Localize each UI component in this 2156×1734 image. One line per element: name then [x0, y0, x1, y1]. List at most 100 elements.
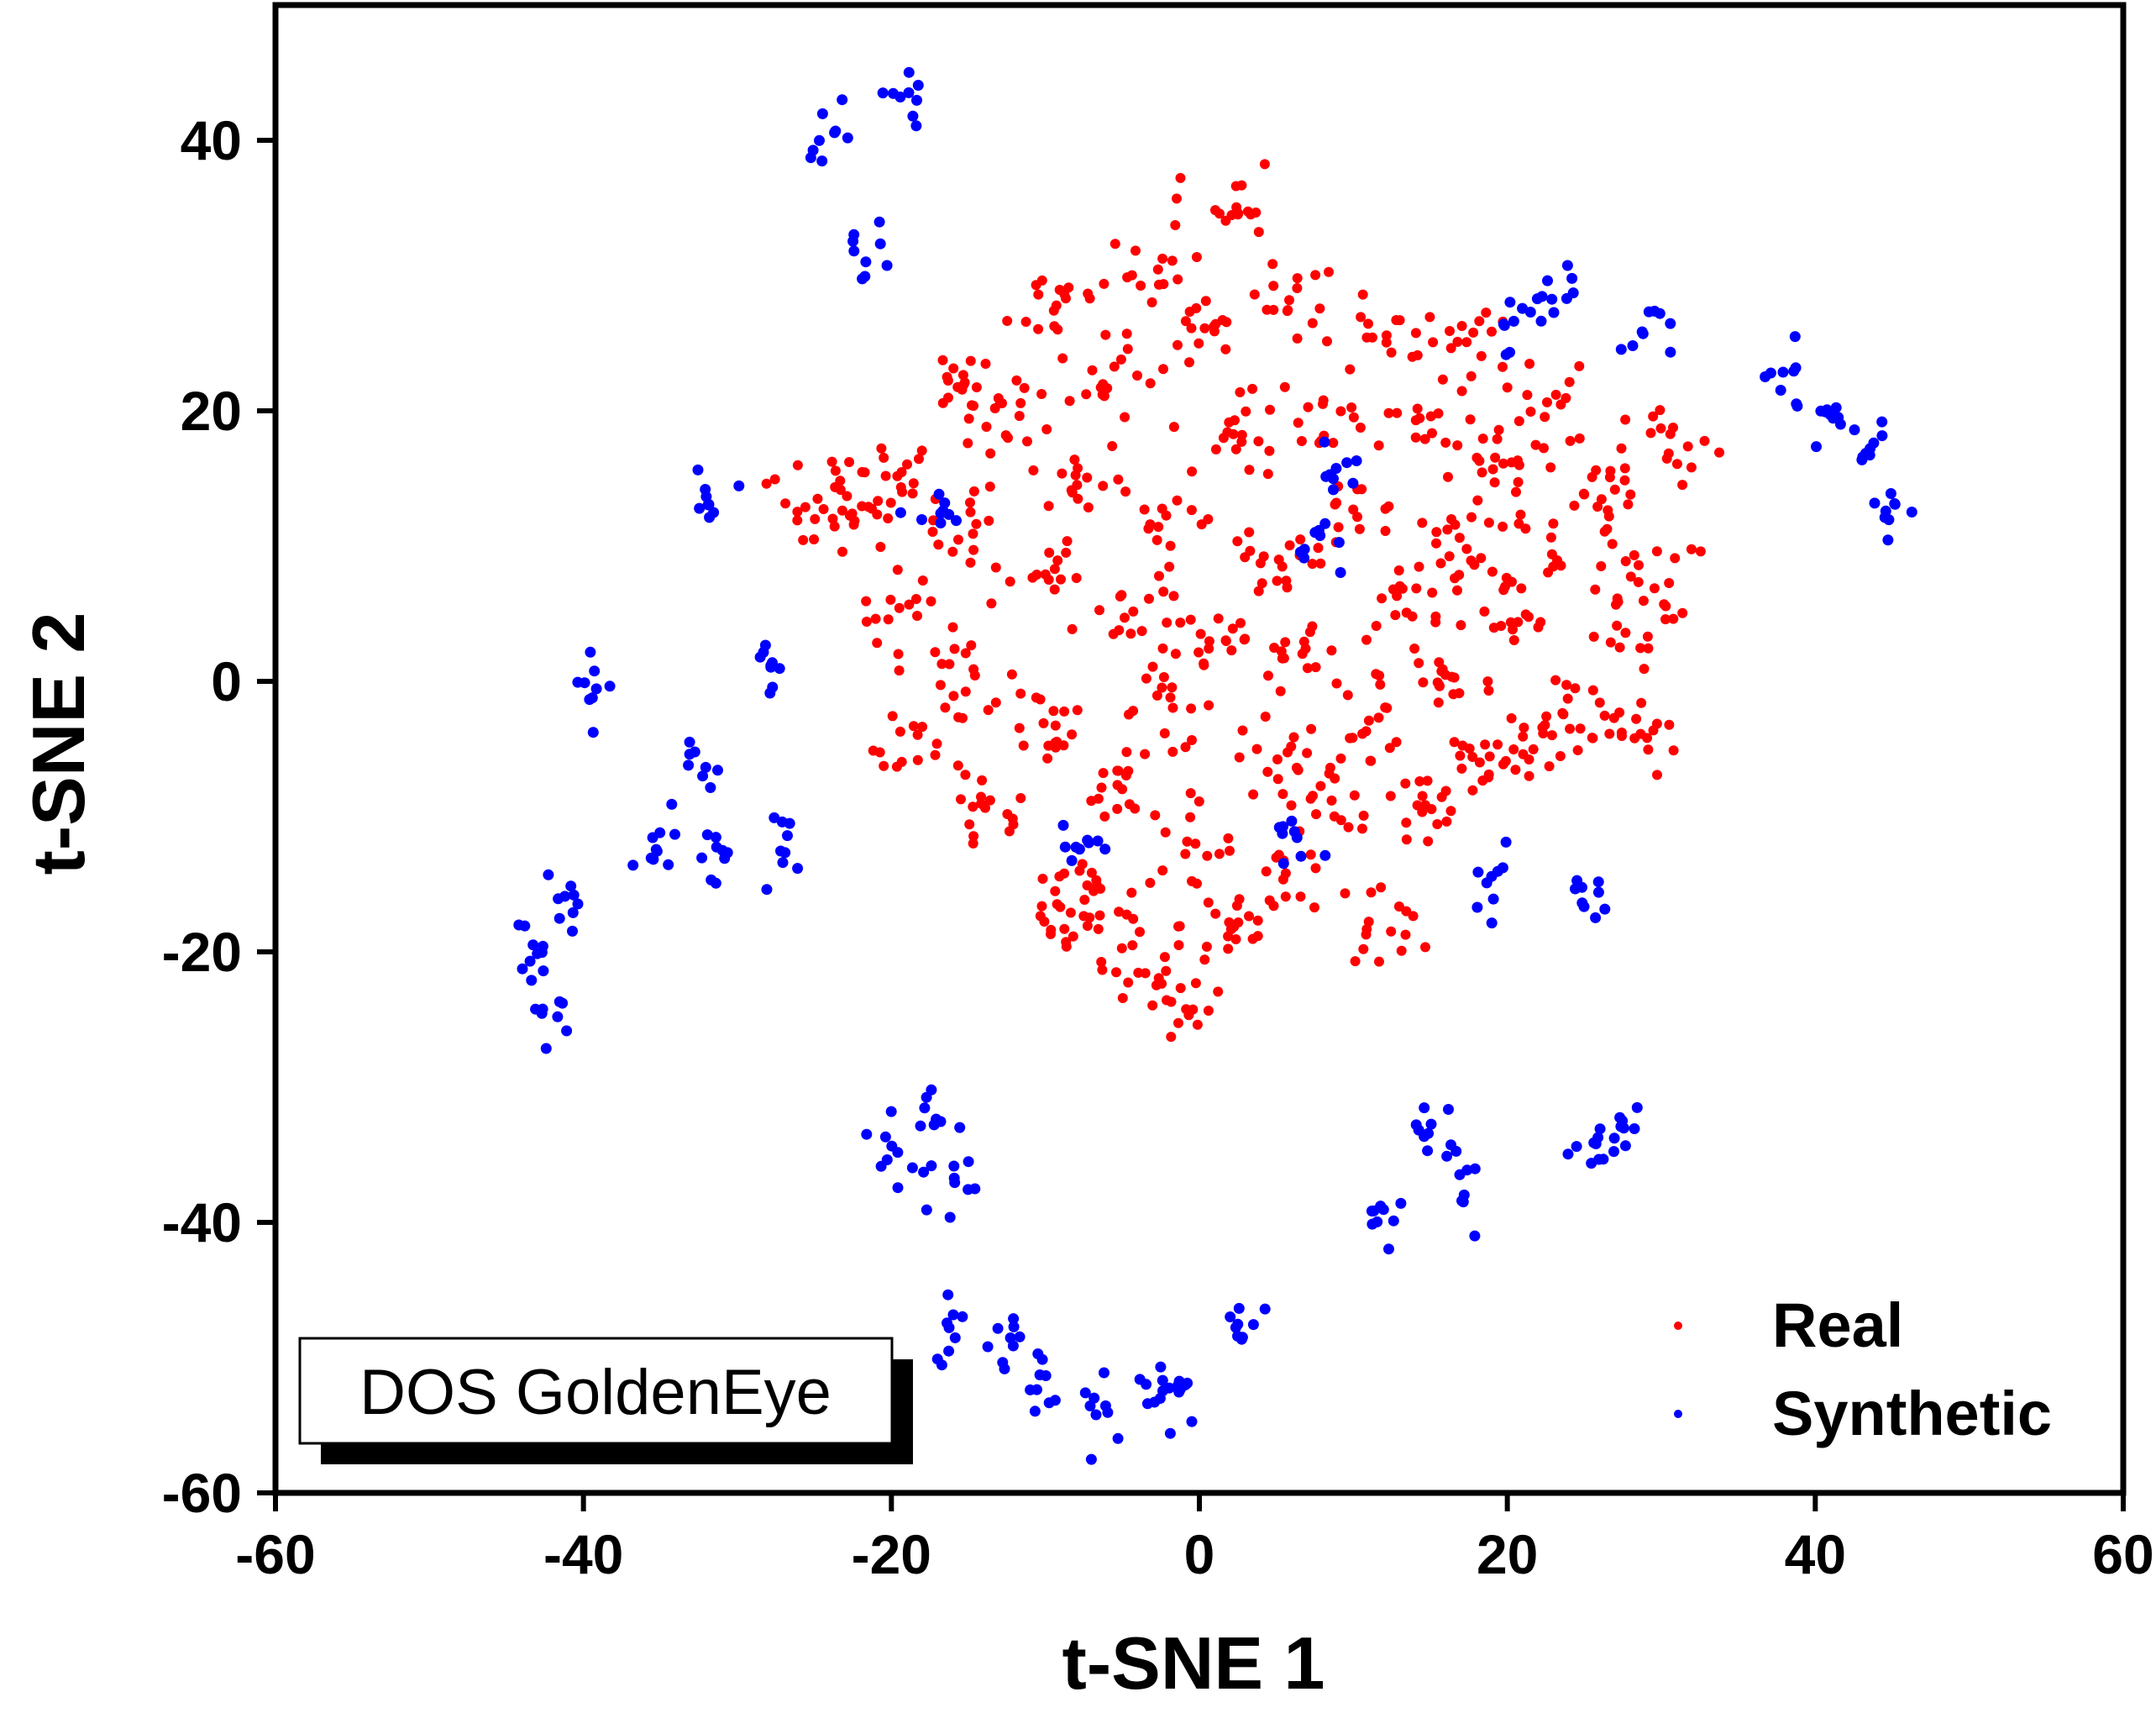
synthetic-point [1548, 307, 1560, 318]
real-point [1592, 502, 1603, 512]
synthetic-point [553, 996, 565, 1007]
real-point [1112, 765, 1123, 776]
real-point [1520, 523, 1531, 534]
real-point [1477, 434, 1488, 444]
real-point [1625, 571, 1636, 582]
real-point [1417, 791, 1428, 801]
synthetic-point [1876, 430, 1888, 442]
real-point [1005, 576, 1015, 587]
real-point [1596, 561, 1607, 571]
real-point [1677, 480, 1688, 491]
real-point [1572, 745, 1583, 755]
real-point [1062, 536, 1073, 547]
real-point [1699, 435, 1710, 446]
real-point [1166, 1032, 1177, 1043]
real-point [1071, 573, 1082, 583]
synthetic-point [536, 947, 548, 959]
real-point [800, 502, 810, 512]
synthetic-point [579, 677, 590, 689]
synthetic-point [663, 859, 674, 870]
real-point [1498, 458, 1508, 469]
synthetic-point [1498, 319, 1510, 331]
real-point [1252, 931, 1263, 942]
real-point [1605, 637, 1616, 648]
synthetic-point [767, 657, 778, 669]
real-point [872, 509, 883, 520]
real-point [848, 519, 859, 530]
real-point [1145, 877, 1156, 888]
real-point [1151, 690, 1162, 701]
real-point [1492, 739, 1503, 750]
real-point [1230, 444, 1241, 455]
real-point [1565, 723, 1576, 734]
real-point [1358, 943, 1369, 954]
synthetic-point [911, 94, 922, 106]
synthetic-point [1149, 1396, 1161, 1408]
real-point [1561, 680, 1572, 691]
real-point [1143, 523, 1154, 534]
real-point [1314, 303, 1325, 314]
real-point [887, 711, 898, 722]
synthetic-point [587, 727, 599, 738]
synthetic-point [1765, 367, 1776, 379]
synthetic-point [1590, 912, 1602, 923]
synthetic-point [710, 832, 721, 843]
synthetic-point [948, 1160, 960, 1172]
synthetic-point [1395, 1197, 1407, 1209]
real-point [985, 448, 996, 459]
real-point [1564, 376, 1575, 387]
real-point [1221, 317, 1232, 328]
real-point [1153, 522, 1164, 533]
real-point [1244, 911, 1254, 922]
synthetic-point [1235, 1333, 1247, 1345]
real-point [1331, 678, 1342, 689]
synthetic-point [1665, 318, 1676, 329]
real-point [1445, 343, 1456, 354]
real-point [1604, 728, 1615, 739]
synthetic-point [1590, 1138, 1602, 1149]
real-point [1132, 370, 1142, 381]
real-point [957, 384, 968, 395]
real-point [1466, 512, 1477, 523]
real-point [1645, 428, 1656, 439]
real-point [984, 795, 995, 806]
real-point [1051, 300, 1062, 311]
real-point [1139, 504, 1150, 515]
real-point [1309, 902, 1319, 913]
real-point [1383, 501, 1394, 512]
real-point [1111, 967, 1121, 978]
real-point [1052, 736, 1062, 747]
real-point [1444, 551, 1455, 562]
real-point [894, 726, 905, 737]
real-point [1648, 725, 1659, 736]
real-point [1061, 547, 1072, 558]
real-point [1361, 726, 1372, 737]
real-point [1109, 361, 1120, 372]
real-point [963, 413, 974, 424]
real-point [1173, 921, 1183, 932]
real-point [1643, 744, 1654, 755]
real-point [936, 659, 947, 670]
synthetic-point [697, 770, 709, 782]
real-point [947, 546, 958, 557]
real-point [940, 702, 951, 713]
synthetic-point [647, 832, 658, 843]
real-point [1170, 649, 1181, 659]
synthetic-point [1461, 1164, 1473, 1176]
real-point [1445, 326, 1455, 336]
real-point [1550, 389, 1561, 400]
real-point [1036, 275, 1047, 286]
real-point [1231, 901, 1242, 911]
real-point [1410, 328, 1421, 339]
real-point [1435, 558, 1446, 569]
synthetic-point [814, 134, 825, 146]
real-point [876, 443, 887, 454]
real-point [880, 470, 891, 481]
synthetic-point [777, 857, 789, 869]
real-point [1168, 422, 1179, 433]
real-point [1660, 614, 1671, 625]
real-point [1596, 494, 1607, 505]
real-point [1437, 374, 1448, 385]
synthetic-point [1286, 815, 1298, 827]
real-point [1558, 709, 1569, 720]
